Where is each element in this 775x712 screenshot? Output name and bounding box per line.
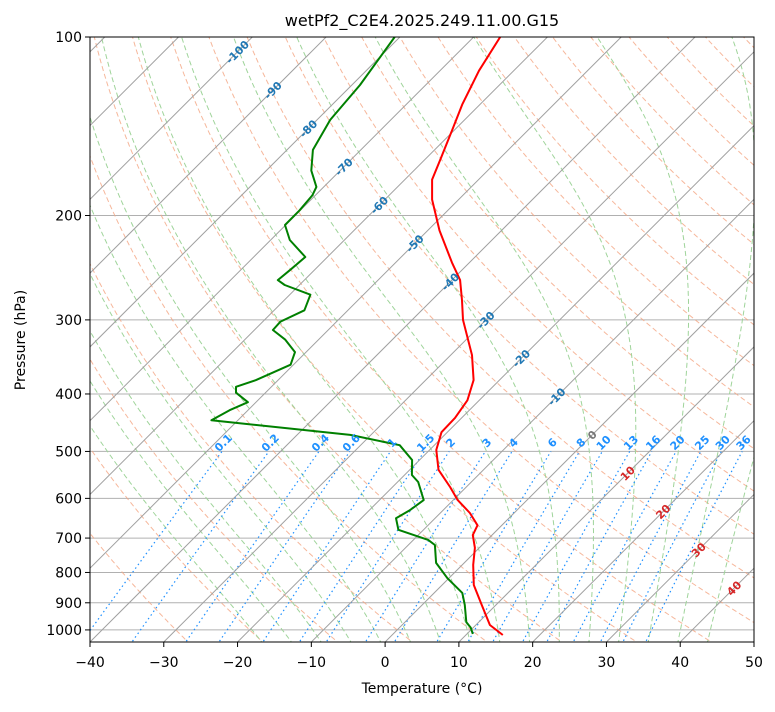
x-tick-label: 20 xyxy=(524,655,542,671)
plot-background xyxy=(90,37,754,642)
y-axis-label: Pressure (hPa) xyxy=(13,290,29,390)
y-tick-label: 800 xyxy=(55,565,82,581)
y-tick-label: 300 xyxy=(55,313,82,329)
y-tick-label: 100 xyxy=(55,30,82,46)
y-tick-label: 1000 xyxy=(46,623,82,639)
x-tick-label: 10 xyxy=(450,655,468,671)
y-tick-label: 500 xyxy=(55,444,82,460)
x-tick-label: −40 xyxy=(75,655,105,671)
x-tick-label: 0 xyxy=(381,655,390,671)
x-tick-label: 50 xyxy=(745,655,763,671)
x-tick-label: −10 xyxy=(297,655,327,671)
y-tick-label: 400 xyxy=(55,387,82,403)
isotherm xyxy=(751,24,775,645)
y-tick-label: 600 xyxy=(55,491,82,507)
y-tick-label: 200 xyxy=(55,208,82,224)
x-tick-label: 30 xyxy=(598,655,616,671)
x-axis-label: Temperature (°C) xyxy=(361,681,483,697)
x-tick-label: −30 xyxy=(149,655,179,671)
y-tick-label: 900 xyxy=(55,596,82,612)
chart-title: wetPf2_C2E4.2025.249.11.00.G15 xyxy=(285,11,559,31)
dry-adiabat xyxy=(769,24,775,645)
x-tick-label: −20 xyxy=(223,655,253,671)
y-tick-label: 700 xyxy=(55,531,82,547)
x-tick-label: 40 xyxy=(671,655,689,671)
